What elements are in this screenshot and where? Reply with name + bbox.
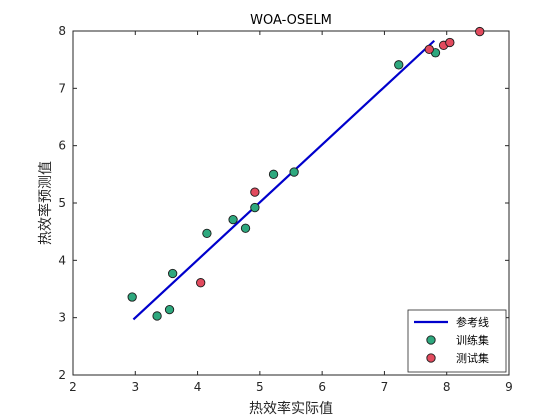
training-point xyxy=(250,202,260,213)
training-point xyxy=(127,292,137,302)
y-tick-label: 2 xyxy=(58,368,66,382)
x-axis-label: 热效率实际值 xyxy=(249,400,333,417)
y-tick-label: 4 xyxy=(58,253,66,267)
test-point xyxy=(250,187,260,197)
y-tick-label: 7 xyxy=(58,81,66,95)
test-point xyxy=(475,26,485,37)
y-tick-label: 3 xyxy=(58,311,66,325)
training-point xyxy=(240,223,251,233)
training-point xyxy=(228,214,238,225)
legend-box xyxy=(407,309,507,373)
x-tick-label: 7 xyxy=(381,380,389,394)
y-tick-label: 8 xyxy=(58,24,66,38)
x-tick-label: 9 xyxy=(505,380,513,394)
training-point xyxy=(152,311,162,321)
legend-marker-swatch xyxy=(426,353,436,363)
x-tick-label: 4 xyxy=(194,380,202,394)
y-tick-label: 5 xyxy=(58,196,66,210)
x-tick-label: 6 xyxy=(318,380,326,394)
test-point xyxy=(445,37,455,48)
training-point xyxy=(394,60,404,70)
legend-label: 测试集 xyxy=(456,351,489,365)
chart-title: WOA-OSELM xyxy=(250,13,332,28)
x-tick-label: 2 xyxy=(69,380,77,394)
training-point xyxy=(202,228,212,239)
reference-line xyxy=(132,39,436,321)
legend-label: 参考线 xyxy=(456,315,489,329)
training-point xyxy=(289,167,299,177)
x-tick-label: 8 xyxy=(443,380,451,394)
x-tick-label: 5 xyxy=(256,380,264,394)
training-point xyxy=(168,268,178,279)
legend-label: 训练集 xyxy=(456,333,489,347)
training-point xyxy=(268,169,279,179)
y-tick-label: 6 xyxy=(58,139,66,153)
x-tick-label: 3 xyxy=(131,380,139,394)
legend-marker-swatch xyxy=(426,335,436,345)
y-axis-label: 热效率预测值 xyxy=(37,161,54,245)
test-point xyxy=(424,44,434,54)
test-point xyxy=(196,278,206,288)
training-point xyxy=(164,304,175,315)
